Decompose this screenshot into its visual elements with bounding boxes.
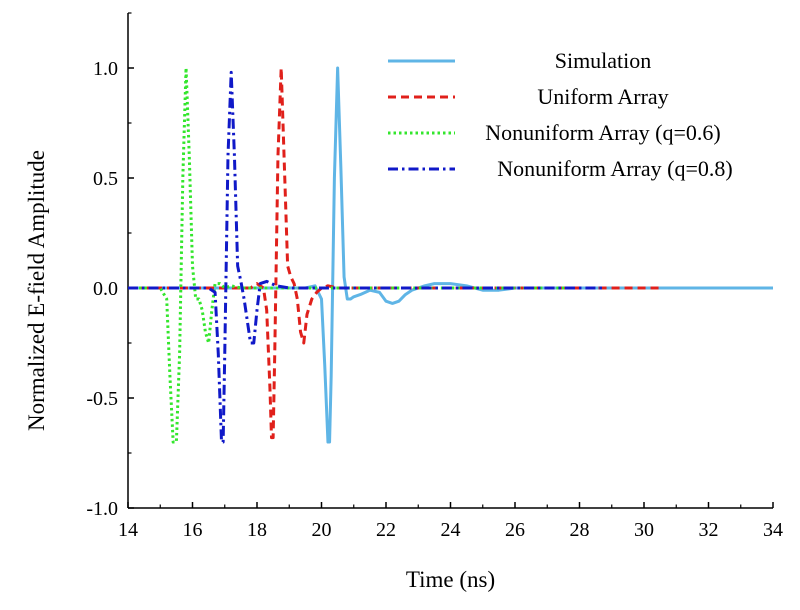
x-tick-label: 16 xyxy=(183,519,203,541)
series-line-0 xyxy=(128,66,773,444)
x-tick-label: 14 xyxy=(118,519,138,541)
x-tick-label: 30 xyxy=(634,519,654,541)
x-tick-label: 26 xyxy=(505,519,525,541)
x-axis-title: Time (ns) xyxy=(406,567,495,592)
legend-label-2: Nonuniform Array (q=0.6) xyxy=(485,120,720,145)
y-tick-label: -0.5 xyxy=(86,388,118,410)
legend-label-0: Simulation xyxy=(555,48,652,73)
plot-area xyxy=(128,66,773,444)
x-tick-label: 18 xyxy=(247,519,267,541)
x-ticks: 14 16 18 20 22 24 26 28 30 32 34 xyxy=(118,502,783,541)
y-tick-label: 1.0 xyxy=(93,58,118,80)
y-tick-label: 0.5 xyxy=(93,168,118,190)
x-tick-label: 20 xyxy=(312,519,332,541)
x-tick-label: 22 xyxy=(376,519,396,541)
y-tick-label: 0.0 xyxy=(93,278,118,300)
legend: Simulation Uniform Array Nonuniform Array … xyxy=(388,48,733,181)
x-tick-label: 32 xyxy=(699,519,719,541)
y-tick-label: -1.0 xyxy=(86,498,118,520)
legend-label-1: Uniform Array xyxy=(537,84,668,109)
y-axis-title: Normalized E-field Amplitude xyxy=(24,150,49,431)
x-tick-label: 28 xyxy=(570,519,590,541)
x-tick-label: 24 xyxy=(441,519,461,541)
y-ticks: -1.0 -0.5 0.0 0.5 1.0 xyxy=(86,12,134,520)
legend-label-3: Nonuniform Array (q=0.8) xyxy=(497,156,732,181)
x-tick-label: 34 xyxy=(763,519,783,541)
series-line-3 xyxy=(128,70,606,444)
